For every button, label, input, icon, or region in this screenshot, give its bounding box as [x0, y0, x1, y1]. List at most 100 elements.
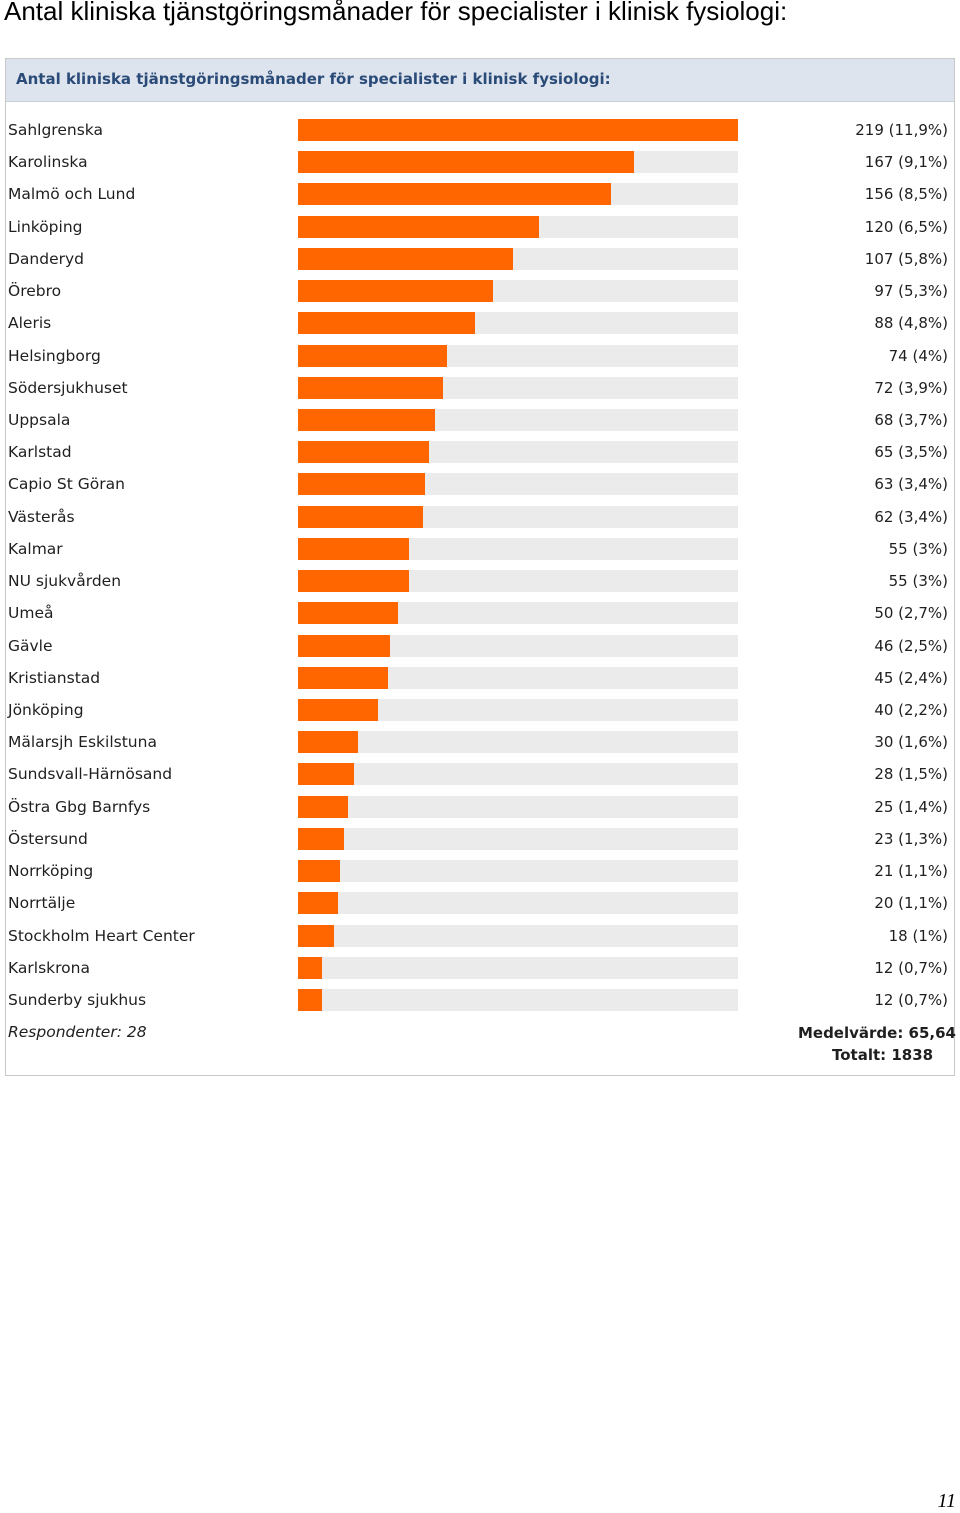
bar-track — [298, 247, 738, 270]
category-label: Malmö och Lund — [8, 185, 136, 204]
bar-track — [298, 376, 738, 399]
category-label: Sundsvall-Härnösand — [8, 765, 173, 784]
category-label: Gävle — [8, 636, 53, 655]
bar-track — [298, 698, 738, 721]
value-label: 97 (5,3%) — [874, 282, 948, 301]
bar — [298, 827, 345, 850]
value-label: 23 (1,3%) — [874, 829, 948, 848]
value-label: 62 (3,4%) — [874, 507, 948, 526]
bar-track — [298, 119, 738, 141]
category-label: Aleris — [8, 314, 52, 333]
bar — [298, 698, 379, 721]
category-label: NU sjukvården — [8, 572, 122, 591]
bar-track — [298, 892, 738, 915]
category-label: Jönköping — [8, 700, 84, 719]
value-label: 46 (2,5%) — [874, 636, 948, 655]
bar-track — [298, 827, 738, 850]
bar-track — [298, 570, 738, 593]
value-label: 156 (8,5%) — [864, 185, 948, 204]
bar-track — [298, 924, 738, 947]
bar — [298, 892, 339, 915]
value-label: 21 (1,1%) — [874, 862, 948, 881]
bar-track — [298, 795, 738, 818]
bar-track — [298, 151, 738, 174]
value-label: 63 (3,4%) — [874, 475, 948, 494]
value-label: 88 (4,8%) — [874, 314, 948, 333]
bar — [298, 183, 612, 206]
bar — [298, 215, 540, 238]
bar-track — [298, 763, 738, 786]
value-label: 74 (4%) — [888, 346, 948, 365]
value-label: 55 (3%) — [888, 572, 948, 591]
bar — [298, 344, 447, 367]
chart-panel: Antal kliniska tjänstgöringsmånader för … — [5, 58, 956, 1076]
bar-track — [298, 473, 738, 496]
bar — [298, 408, 435, 431]
bar-track — [298, 280, 738, 303]
bar — [298, 312, 475, 335]
category-label: Linköping — [8, 217, 83, 236]
bar — [298, 860, 341, 883]
category-label: Västerås — [8, 507, 75, 526]
category-label: Norrköping — [8, 862, 94, 881]
bar — [298, 795, 349, 818]
category-label: Mälarsjh Eskilstuna — [8, 733, 157, 752]
bar — [298, 924, 335, 947]
bar-track — [298, 183, 738, 206]
document-heading: Antal kliniska tjänstgöringsmånader för … — [4, 0, 788, 26]
bar — [298, 247, 513, 270]
value-label: 68 (3,7%) — [874, 410, 948, 429]
value-label: 120 (6,5%) — [864, 217, 948, 236]
bar — [298, 602, 399, 625]
bar-track — [298, 408, 738, 431]
bar-track — [298, 860, 738, 883]
category-label: Karlstad — [8, 443, 72, 462]
bar — [298, 376, 443, 399]
bar-chart: Sahlgrenska 219 (11,9%) Karolinska 167 (9,1… — [6, 59, 954, 1075]
respondents-count: Respondenter: 28 — [8, 1023, 147, 1041]
value-label: 167 (9,1%) — [864, 153, 948, 172]
bar — [298, 570, 409, 593]
category-label: Östra Gbg Barnfys — [8, 797, 151, 816]
bar-track — [298, 731, 738, 754]
category-label: Umeå — [8, 604, 54, 623]
value-label: 50 (2,7%) — [874, 604, 948, 623]
value-label: 12 (0,7%) — [874, 958, 948, 977]
bar — [298, 763, 355, 786]
bar-track — [298, 344, 738, 367]
category-label: Kalmar — [8, 539, 63, 558]
value-label: 18 (1%) — [888, 926, 948, 945]
bar — [298, 280, 493, 303]
value-label: 28 (1,5%) — [874, 765, 948, 784]
bar-track — [298, 988, 738, 1011]
value-label: 20 (1,1%) — [874, 894, 948, 913]
category-label: Helsingborg — [8, 346, 101, 365]
bar — [298, 119, 738, 141]
value-label: 107 (5,8%) — [864, 249, 948, 268]
category-label: Norrtälje — [8, 894, 76, 913]
page-number: 11 — [937, 1490, 956, 1512]
bar-track — [298, 666, 738, 689]
bar — [298, 505, 423, 528]
category-label: Karolinska — [8, 153, 88, 172]
value-label: 72 (3,9%) — [874, 378, 948, 397]
bar-track — [298, 634, 738, 657]
value-label: 45 (2,4%) — [874, 668, 948, 687]
bar-track — [298, 602, 738, 625]
bar-track — [298, 537, 738, 560]
bar — [298, 151, 634, 174]
category-label: Södersjukhuset — [8, 378, 128, 397]
category-label: Kristianstad — [8, 668, 101, 687]
value-label: 40 (2,2%) — [874, 700, 948, 719]
bar-track — [298, 505, 738, 528]
bar — [298, 441, 429, 464]
bar — [298, 666, 389, 689]
value-label: 55 (3%) — [888, 539, 948, 558]
value-label: 25 (1,4%) — [874, 797, 948, 816]
category-label: Capio St Göran — [8, 475, 125, 494]
category-label: Stockholm Heart Center — [8, 926, 195, 945]
bar-track — [298, 215, 738, 238]
total-value: Totalt: 1838 — [832, 1046, 934, 1064]
value-label: 30 (1,6%) — [874, 733, 948, 752]
bar — [298, 473, 425, 496]
